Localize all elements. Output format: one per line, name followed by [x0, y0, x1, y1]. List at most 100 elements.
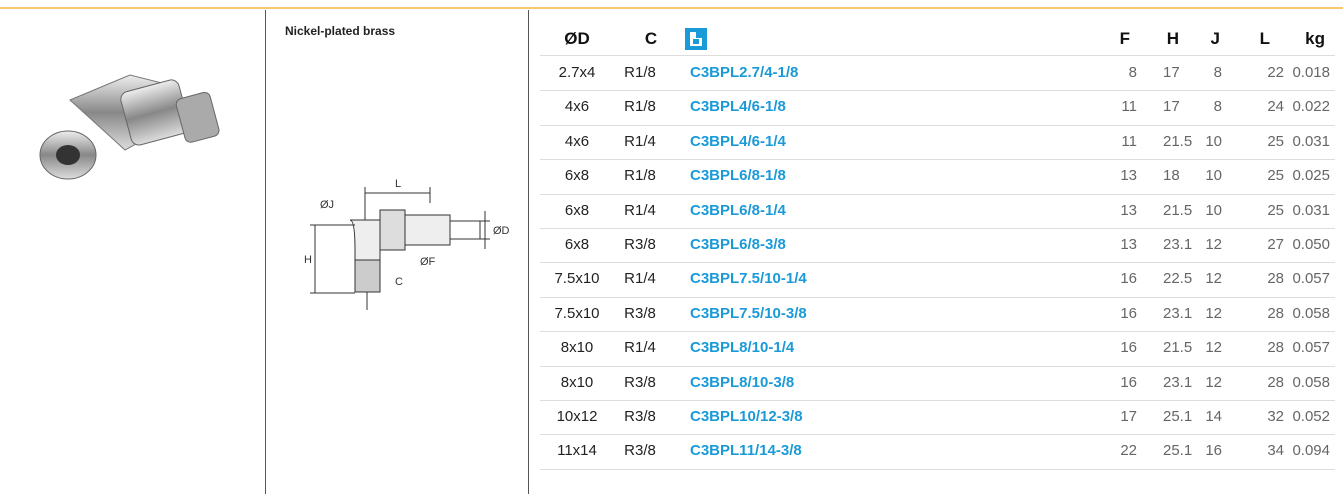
table-cell: 10 — [1205, 167, 1222, 185]
table-cell: 13 — [1120, 236, 1137, 253]
product-code: C3BPL6/8-1/4 — [690, 201, 786, 219]
product-code: C3BPL4/6-1/4 — [690, 132, 786, 150]
table-cell: 0.025 — [1292, 167, 1330, 185]
table-cell: 17 — [1163, 64, 1180, 81]
product-code: C3BPL2.7/4-1/8 — [690, 64, 799, 81]
column-divider — [528, 10, 529, 494]
diagram-label: C — [395, 276, 403, 288]
table-cell: 12 — [1205, 270, 1222, 288]
table-cell: 6x8 — [564, 167, 590, 185]
table-cell: 7.5x10 — [554, 304, 600, 322]
table-cell: 10x12 — [556, 408, 598, 425]
table-cell: 12 — [1205, 339, 1222, 357]
table-cell: 0.052 — [1292, 408, 1330, 425]
column-header: L — [1259, 29, 1270, 48]
table-cell: 0.022 — [1292, 98, 1330, 116]
table-cell: 23.1 — [1163, 304, 1193, 322]
product-code: C3BPL8/10-3/8 — [690, 373, 795, 391]
table-cell: 12 — [1205, 373, 1222, 391]
table-cell: 34 — [1267, 442, 1284, 460]
table-cell: 22 — [1267, 64, 1284, 81]
diagram-label: H — [304, 254, 312, 266]
table-cell: 0.050 — [1292, 236, 1330, 253]
table-cell: R3/8 — [624, 304, 656, 322]
table-cell: R1/4 — [624, 339, 656, 357]
table-cell: R3/8 — [624, 442, 656, 460]
column-header: kg — [1305, 29, 1325, 48]
row-divider — [540, 193, 1335, 195]
table-cell: 27 — [1267, 236, 1284, 253]
table-cell: 25.1 — [1163, 408, 1193, 425]
table-cell: 21.5 — [1163, 132, 1193, 150]
table-cell: 0.057 — [1292, 339, 1330, 357]
column-header: H — [1166, 29, 1179, 48]
product-code: C3BPL7.5/10-3/8 — [690, 304, 807, 322]
table-cell: 14 — [1205, 408, 1222, 425]
row-divider — [540, 296, 1335, 298]
table-cell: R1/8 — [624, 64, 656, 81]
table-cell: 0.058 — [1292, 373, 1330, 391]
table-cell: 6x8 — [564, 201, 590, 219]
material-label: Nickel-plated brass — [285, 24, 396, 38]
table-cell: 13 — [1120, 167, 1137, 185]
table-cell: R3/8 — [624, 408, 656, 425]
table-cell: 16 — [1120, 373, 1137, 391]
table-cell: 28 — [1267, 270, 1284, 288]
table-cell: 32 — [1267, 408, 1284, 425]
table-cell: 25 — [1267, 201, 1284, 219]
column-divider — [265, 10, 266, 494]
dimension-diagram: L ØJ ØD H ØF C — [304, 178, 510, 310]
table-cell: R1/4 — [624, 132, 656, 150]
row-divider — [540, 124, 1335, 126]
diagram-label: ØD — [493, 225, 510, 237]
table-cell: 6x8 — [564, 236, 590, 253]
column-header: F — [1119, 29, 1130, 48]
product-image — [39, 74, 220, 180]
table-cell: R1/8 — [624, 98, 656, 116]
table-cell: 16 — [1205, 442, 1222, 460]
table-cell: 16 — [1120, 270, 1137, 288]
table-cell: 8 — [1128, 64, 1137, 81]
row-divider — [540, 55, 1335, 56]
table-cell: 21.5 — [1163, 201, 1193, 219]
table-cell: 25.1 — [1163, 442, 1193, 460]
row-divider — [540, 468, 1335, 470]
table-cell: 25 — [1267, 132, 1284, 150]
top-rule — [0, 7, 1343, 9]
row-divider — [540, 159, 1335, 161]
diagram-label: L — [395, 178, 401, 190]
row-divider — [540, 434, 1335, 436]
row-divider — [540, 400, 1335, 401]
column-header: C — [644, 29, 658, 48]
row-divider — [540, 262, 1335, 264]
table-cell: 22.5 — [1163, 270, 1193, 288]
row-divider — [540, 228, 1335, 229]
table-cell: 0.018 — [1292, 64, 1330, 81]
table-cell: 23.1 — [1163, 373, 1193, 391]
table-cell: 16 — [1120, 304, 1137, 322]
table-cell: R1/4 — [624, 201, 656, 219]
table-cell: 28 — [1267, 339, 1284, 357]
table-cell: 25 — [1267, 167, 1284, 185]
table-cell: 0.057 — [1292, 270, 1330, 288]
table-cell: 24 — [1267, 98, 1284, 116]
column-header: ØD — [564, 29, 590, 48]
table-cell: 8 — [1213, 64, 1222, 81]
product-code: C3BPL6/8-3/8 — [690, 236, 786, 253]
product-code: C3BPL6/8-1/8 — [690, 167, 786, 185]
table-cell: 0.031 — [1292, 132, 1330, 150]
table-cell: 4x6 — [564, 98, 590, 116]
table-cell: 12 — [1205, 236, 1222, 253]
table-cell: 18 — [1163, 167, 1180, 185]
table-cell: 12 — [1205, 304, 1222, 322]
table-cell: 11 — [1121, 98, 1137, 116]
table-cell: 2.7x4 — [558, 64, 596, 81]
table-cell: 4x6 — [564, 132, 590, 150]
product-code: C3BPL4/6-1/8 — [690, 98, 786, 116]
table-cell: R3/8 — [624, 236, 656, 253]
table-cell: 8x10 — [560, 339, 594, 357]
product-code: C3BPL8/10-1/4 — [690, 339, 795, 357]
row-divider — [540, 331, 1335, 333]
brand-icon — [685, 28, 707, 50]
